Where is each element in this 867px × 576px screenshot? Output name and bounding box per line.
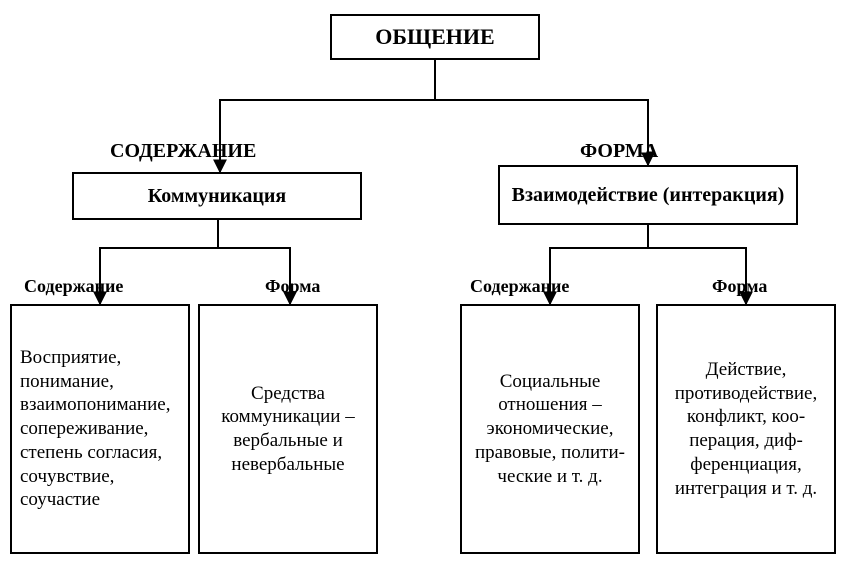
node-interaction: Взаимодействие (интеракция) [498, 165, 798, 225]
leaf-communication-means-text: Средства коммуникации – вербальные и нев… [208, 382, 368, 477]
leaf-communication-means: Средства коммуникации – вербальные и нев… [198, 304, 378, 554]
node-interaction-text: Взаимодействие (интеракция) [512, 183, 785, 208]
leaf-perception: Восприятие, понимание, взаимопони­мание,… [10, 304, 190, 554]
node-root-text: ОБЩЕНИЕ [375, 23, 494, 51]
node-communication-text: Коммуникация [148, 184, 287, 209]
leaf-social-relations-text: Социальные отношения – экономичес­кие, п… [470, 370, 630, 489]
sub-label-right-content: Содержание [470, 276, 569, 297]
leaf-social-relations: Социальные отношения – экономичес­кие, п… [460, 304, 640, 554]
leaf-actions-text: Действие, противодей­ствие, кон­фликт, к… [666, 358, 826, 501]
leaf-actions: Действие, противодей­ствие, кон­фликт, к… [656, 304, 836, 554]
branch-label-content: СОДЕРЖАНИЕ [110, 140, 256, 163]
sub-label-left-content: Содержание [24, 276, 123, 297]
sub-label-right-form: Форма [712, 276, 767, 297]
node-communication: Коммуникация [72, 172, 362, 220]
node-root: ОБЩЕНИЕ [330, 14, 540, 60]
branch-label-form: ФОРМА [580, 140, 658, 163]
sub-label-left-form: Форма [265, 276, 320, 297]
leaf-perception-text: Восприятие, понимание, взаимопони­мание,… [20, 346, 180, 512]
diagram-stage: ОБЩЕНИЕ СОДЕРЖАНИЕ ФОРМА Коммуникация Вз… [0, 0, 867, 576]
